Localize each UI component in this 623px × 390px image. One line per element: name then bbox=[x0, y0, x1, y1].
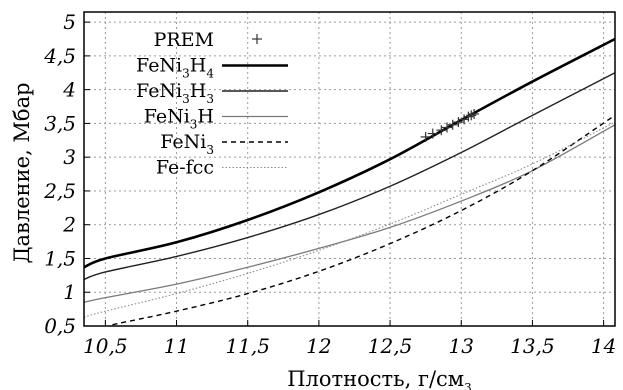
legend-label: FeNi3H bbox=[144, 106, 214, 132]
legend-label: FeNi3H4 bbox=[136, 55, 214, 81]
prem-point bbox=[442, 122, 453, 133]
y-tick-label: 1 bbox=[63, 280, 76, 304]
prem-point bbox=[427, 128, 438, 139]
x-tick-label: 12,5 bbox=[368, 334, 413, 358]
legend-label: FeNi3 bbox=[160, 131, 214, 157]
series-line-feni3h bbox=[83, 124, 616, 304]
series-line-feni3h4 bbox=[83, 37, 616, 269]
prem-point bbox=[447, 119, 458, 130]
plot-frame bbox=[83, 11, 616, 327]
y-tick-labels: 0,5 1 1,5 2 2,5 3 3,5 4 4,5 5 bbox=[43, 10, 76, 338]
series-line-feni3 bbox=[112, 114, 616, 326]
legend-label: PREM bbox=[154, 29, 214, 51]
x-tick-label: 14 bbox=[591, 334, 616, 358]
legend-entry: FeNi3H3 bbox=[136, 80, 288, 106]
x-tick-labels: 10,5 11 11,5 12 12,5 13 13,5 14 bbox=[83, 334, 616, 358]
x-tick-label: 13 bbox=[449, 334, 474, 358]
series-line-feni3h3 bbox=[83, 72, 616, 281]
x-tick-label: 13,5 bbox=[510, 334, 555, 358]
legend-entry: PREM bbox=[154, 29, 262, 51]
y-tick-label: 4,5 bbox=[43, 44, 76, 68]
x-axis-label: Плотность, г/см3 bbox=[287, 367, 472, 390]
legend-entry: Fe-fcc bbox=[156, 157, 288, 179]
prem-points bbox=[420, 108, 480, 142]
prem-point bbox=[420, 131, 431, 142]
legend-label: FeNi3H3 bbox=[136, 80, 214, 106]
y-axis-label: Давление, Мбар bbox=[10, 82, 34, 263]
y-tick-label: 1,5 bbox=[44, 246, 76, 270]
legend-entry: FeNi3H bbox=[144, 106, 288, 132]
y-tick-label: 4 bbox=[62, 78, 76, 102]
y-tick-label: 2,5 bbox=[43, 179, 76, 203]
y-tick-label: 3 bbox=[63, 145, 76, 169]
legend-entry: FeNi3H4 bbox=[136, 55, 288, 81]
data-series bbox=[83, 37, 616, 326]
prem-point bbox=[469, 108, 480, 119]
y-tick-label: 5 bbox=[63, 10, 76, 34]
x-tick-label: 11,5 bbox=[225, 334, 270, 358]
x-tick-label: 10,5 bbox=[83, 334, 128, 358]
prem-point bbox=[459, 114, 470, 125]
legend-entry: FeNi3 bbox=[160, 131, 288, 157]
prem-point bbox=[453, 117, 464, 128]
y-tick-label: 2 bbox=[62, 213, 76, 237]
y-tick-label: 3,5 bbox=[44, 111, 76, 135]
y-tick-label: 0,5 bbox=[44, 314, 76, 338]
x-tick-label: 11 bbox=[164, 334, 189, 358]
series-line-fe-fcc bbox=[83, 121, 616, 318]
x-tick-label: 12 bbox=[306, 334, 331, 358]
prem-point bbox=[436, 125, 447, 136]
legend-label: Fe-fcc bbox=[156, 157, 214, 179]
